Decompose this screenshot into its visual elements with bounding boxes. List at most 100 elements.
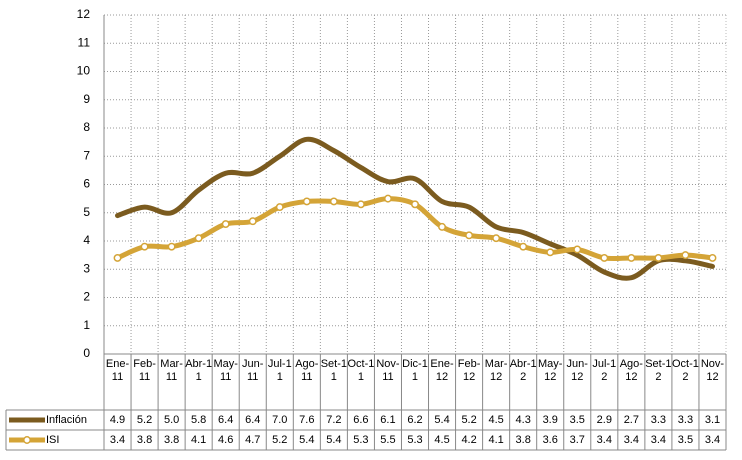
table-value: 3.7 xyxy=(570,434,585,446)
table-value: 3.8 xyxy=(516,434,531,446)
table-value: 4.2 xyxy=(461,434,476,446)
x-tick-label-box: Jun-12 xyxy=(566,358,588,383)
y-tick-label: 0 xyxy=(83,346,90,360)
table-value: 4.7 xyxy=(245,434,260,446)
table-value: 4.1 xyxy=(191,434,206,446)
table-value: 5.8 xyxy=(191,414,206,426)
table-value: 3.4 xyxy=(624,434,639,446)
x-tick-label-box: Abr-11 xyxy=(185,358,213,383)
table-value: 3.3 xyxy=(678,414,693,426)
x-tick-label-box: Ago-12 xyxy=(619,358,643,383)
series-marker xyxy=(519,242,528,251)
table-value: 4.9 xyxy=(110,414,125,426)
table-value: 6.4 xyxy=(218,414,233,426)
x-tick-label: Oct-11 xyxy=(347,358,375,383)
table-value: 2.7 xyxy=(624,414,639,426)
x-tick-label-box: Nov-11 xyxy=(376,358,400,383)
x-tick-label-box: Ene-11 xyxy=(105,358,130,383)
table-value: 3.8 xyxy=(164,434,179,446)
x-tick-label: Feb-12 xyxy=(457,358,481,383)
x-tick-label-box: May-11 xyxy=(213,358,238,383)
y-tick-label: 2 xyxy=(83,290,90,304)
x-tick-label: Ene-11 xyxy=(105,358,130,383)
x-tick-label-box: Dic-11 xyxy=(402,358,428,383)
y-tick-label: 3 xyxy=(83,261,90,275)
series-marker xyxy=(221,220,230,229)
y-tick-label: 10 xyxy=(77,64,91,78)
x-tick-label: Nov-12 xyxy=(700,358,725,383)
table-value: 5.4 xyxy=(326,434,341,446)
legend-label: Inflación xyxy=(46,414,87,426)
series-marker xyxy=(113,254,122,262)
table-value: 5.4 xyxy=(299,434,314,446)
series-marker xyxy=(275,203,284,212)
x-tick-label: Set-12 xyxy=(645,358,672,383)
table-value: 4.3 xyxy=(516,414,531,426)
series-marker xyxy=(140,242,149,251)
x-tick-label: Dic-11 xyxy=(402,358,428,383)
table-value: 3.9 xyxy=(543,414,558,426)
series-line xyxy=(115,136,715,281)
y-tick-label: 4 xyxy=(83,233,90,247)
table-value: 3.5 xyxy=(570,414,585,426)
x-tick-label: Oct-12 xyxy=(671,358,699,383)
x-tick-label-box: Oct-12 xyxy=(671,358,699,383)
y-tick-label: 9 xyxy=(83,92,90,106)
table-value: 5.2 xyxy=(137,414,152,426)
x-tick-label: Set-11 xyxy=(320,358,347,383)
x-tick-label-box: Set-11 xyxy=(320,358,347,383)
series-marker xyxy=(573,245,582,254)
table-value: 4.6 xyxy=(218,434,233,446)
x-tick-label-box: Jul-11 xyxy=(267,358,292,383)
table-value: 7.0 xyxy=(272,414,287,426)
table-value: 6.1 xyxy=(380,414,395,426)
series-marker xyxy=(411,200,419,209)
series-marker xyxy=(465,231,474,240)
series-marker xyxy=(681,251,690,260)
table-value: 6.4 xyxy=(245,414,260,426)
x-tick-label: Ene-12 xyxy=(430,358,454,383)
table-value: 5.4 xyxy=(434,414,449,426)
table-value: 5.5 xyxy=(380,434,395,446)
x-tick-label-box: Ene-12 xyxy=(430,358,454,383)
x-tick-label-box: Mar-12 xyxy=(484,358,508,383)
series-marker xyxy=(654,254,663,262)
table-value: 4.5 xyxy=(488,414,503,426)
table-value: 3.4 xyxy=(651,434,666,446)
table-value: 3.4 xyxy=(110,434,125,446)
series-marker xyxy=(167,242,176,251)
series-marker xyxy=(384,194,392,203)
series-marker xyxy=(708,254,717,262)
x-tick-label: Nov-11 xyxy=(376,358,400,383)
x-tick-label: Feb-11 xyxy=(133,358,156,383)
x-tick-label: Jul-11 xyxy=(267,358,292,383)
x-tick-label: Mar-12 xyxy=(484,358,508,383)
x-tick-label-box: Set-12 xyxy=(645,358,672,383)
x-tick-label: May-12 xyxy=(537,358,563,383)
y-tick-label: 8 xyxy=(83,120,90,134)
table-value: 2.9 xyxy=(597,414,612,426)
series-marker xyxy=(194,234,203,243)
x-tick-label: May-11 xyxy=(213,358,238,383)
x-tick-label: Ago-12 xyxy=(619,358,643,383)
x-tick-label-box: May-12 xyxy=(537,358,563,383)
series-marker xyxy=(438,222,446,231)
table-value: 3.6 xyxy=(543,434,558,446)
table-value: 7.2 xyxy=(326,414,341,426)
series-marker xyxy=(356,200,365,209)
legend-marker xyxy=(23,436,31,444)
y-tick-label: 1 xyxy=(83,318,90,332)
table-value: 3.8 xyxy=(137,434,152,446)
y-tick-label: 7 xyxy=(83,148,90,162)
series-marker xyxy=(546,248,555,257)
series-marker xyxy=(492,234,501,243)
x-tick-label-box: Feb-11 xyxy=(133,358,156,383)
x-tick-label: Abr-12 xyxy=(509,358,537,383)
series-marker xyxy=(329,197,338,206)
table-value: 3.4 xyxy=(597,434,612,446)
table-value: 6.2 xyxy=(407,414,422,426)
x-tick-label: Abr-11 xyxy=(185,358,213,383)
y-tick-label: 5 xyxy=(83,205,90,219)
x-tick-label: Jun-12 xyxy=(566,358,588,383)
x-tick-label-box: Ago-11 xyxy=(295,358,318,383)
